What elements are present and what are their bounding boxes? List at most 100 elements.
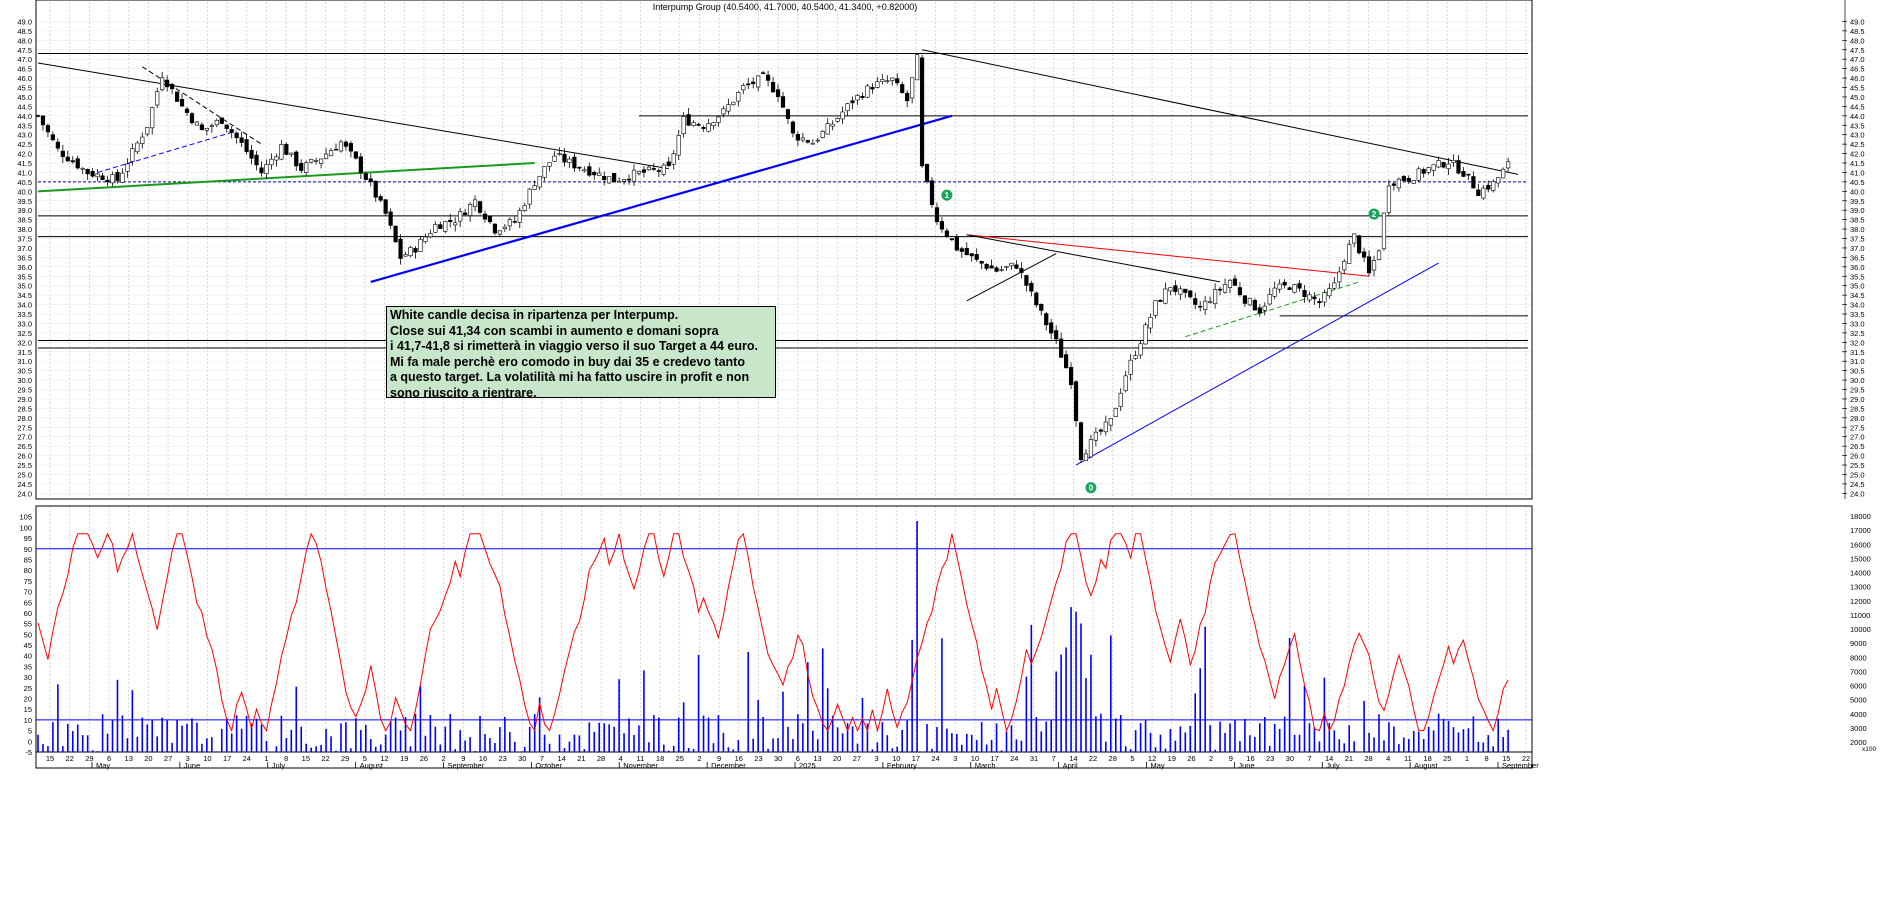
x-day-label: 19 — [400, 754, 408, 763]
candle-body — [587, 166, 592, 176]
candle-body — [1064, 354, 1069, 369]
candle-body — [994, 267, 999, 272]
oscillator-tick-label: 65 — [24, 598, 32, 607]
candle-body — [403, 254, 408, 257]
candle-body — [507, 219, 512, 227]
candle-body — [1133, 355, 1138, 359]
trendline — [370, 114, 953, 283]
candle-body — [1014, 264, 1019, 269]
candle-body — [1208, 301, 1213, 304]
price-tick-label-left: 38.0 — [17, 225, 32, 234]
volume-tick-label: 15000 — [1850, 554, 1871, 563]
annotation-box: White candle decisa in ripartenza per In… — [386, 306, 776, 400]
axis-layer: 24.0 24.024.5 24.525.0 25.025.5 25.526.0 26.0… — [17, 0, 1876, 770]
x-day-label: 21 — [1345, 754, 1353, 763]
price-tick-label-left: 32.0 — [17, 338, 32, 347]
candle-body — [487, 215, 493, 223]
x-day-label: 5 — [363, 754, 367, 763]
candle-body — [343, 141, 349, 147]
chart-title: Interpump Group (40.5400, 41.7000, 40.54… — [653, 2, 917, 12]
candle-body — [602, 175, 607, 180]
candle-body — [279, 144, 284, 160]
volume-tick-label: 8000 — [1850, 653, 1867, 662]
x-day-label: 12 — [1148, 754, 1156, 763]
price-tick-label-right: 25.5 — [1850, 461, 1865, 470]
wave-marker-label: 0 — [1089, 484, 1094, 493]
candle-body — [472, 199, 478, 207]
x-day-label: 2 — [1209, 754, 1213, 763]
oscillator-line — [37, 531, 1509, 733]
price-tick-label-right: 27.5 — [1850, 423, 1865, 432]
candle-body — [1272, 287, 1277, 297]
x-day-label: 28 — [1109, 754, 1117, 763]
candle-body — [850, 100, 855, 104]
oscillator-tick-label: 100 — [19, 523, 32, 532]
candle-body — [780, 96, 786, 108]
price-tick-label-right: 35.5 — [1850, 272, 1865, 281]
candle-body — [721, 108, 726, 115]
price-tick-label-right: 45.5 — [1850, 84, 1865, 93]
x-day-label: 8 — [1485, 754, 1489, 763]
candle-body — [502, 226, 507, 230]
volume-tick-label: 6000 — [1850, 682, 1867, 691]
price-tick-label-right: 45.0 — [1850, 93, 1865, 102]
candle-body — [264, 164, 269, 175]
candle-body — [1406, 178, 1411, 182]
volume-tick-label: 3000 — [1850, 724, 1867, 733]
price-tick-label-right: 47.0 — [1850, 55, 1865, 64]
candle-body — [924, 163, 930, 182]
candle-body — [1282, 281, 1287, 286]
x-day-label: 13 — [813, 754, 821, 763]
candle-body — [1103, 421, 1108, 433]
candle-body — [840, 111, 845, 120]
candle-body — [1337, 271, 1342, 283]
candle-body — [1153, 300, 1158, 316]
candle-body — [746, 83, 751, 86]
price-tick-label-right: 33.0 — [1850, 319, 1865, 328]
candle-body — [1247, 297, 1252, 306]
x-day-label: 22 — [1089, 754, 1097, 763]
candle-body — [254, 154, 259, 166]
oscillator-tick-label: 60 — [24, 609, 32, 618]
candle-body — [756, 75, 761, 88]
candle-body — [537, 175, 542, 188]
candle-body — [865, 85, 870, 98]
candle-body — [1049, 322, 1054, 334]
candle-body — [1118, 392, 1123, 407]
candle-body — [318, 158, 324, 164]
candle-body — [1019, 268, 1024, 273]
price-tick-label-right: 29.5 — [1850, 386, 1865, 395]
price-tick-label-right: 35.0 — [1850, 282, 1865, 291]
candle-body — [1093, 431, 1098, 441]
candle-body — [269, 158, 274, 166]
candle-body — [45, 125, 51, 133]
x-day-label: 9 — [1229, 754, 1233, 763]
candle-body — [880, 79, 885, 82]
candle-body — [607, 176, 612, 184]
volume-tick-label: 7000 — [1850, 667, 1867, 676]
price-tick-label-left: 25.0 — [17, 470, 32, 479]
candle-body — [1332, 282, 1337, 289]
price-tick-label-left: 43.5 — [17, 121, 32, 130]
x-day-label: 12 — [380, 754, 388, 763]
x-day-label: 10 — [203, 754, 211, 763]
x-day-label: 1 — [1465, 754, 1469, 763]
x-day-label: 31 — [1030, 754, 1038, 763]
volume-tick-label: 10000 — [1850, 625, 1871, 634]
x-day-label: 3 — [186, 754, 190, 763]
x-day-label: 4 — [1386, 754, 1390, 763]
candle-body — [731, 101, 736, 106]
candle-body — [512, 221, 517, 223]
candle-body — [358, 156, 363, 174]
x-day-label: 6 — [107, 754, 111, 763]
candle-body — [224, 124, 229, 129]
candle-body — [482, 213, 488, 220]
oscillator-tick-label: -5 — [25, 748, 32, 757]
x-day-label: 2 — [697, 754, 701, 763]
price-tick-label-left: 29.5 — [17, 386, 32, 395]
candle-body — [691, 122, 696, 127]
wave-marker — [941, 189, 953, 201]
annotation-line: White candle decisa in ripartenza per In… — [390, 308, 679, 322]
candle-body — [939, 221, 945, 230]
x-day-label: 23 — [754, 754, 762, 763]
